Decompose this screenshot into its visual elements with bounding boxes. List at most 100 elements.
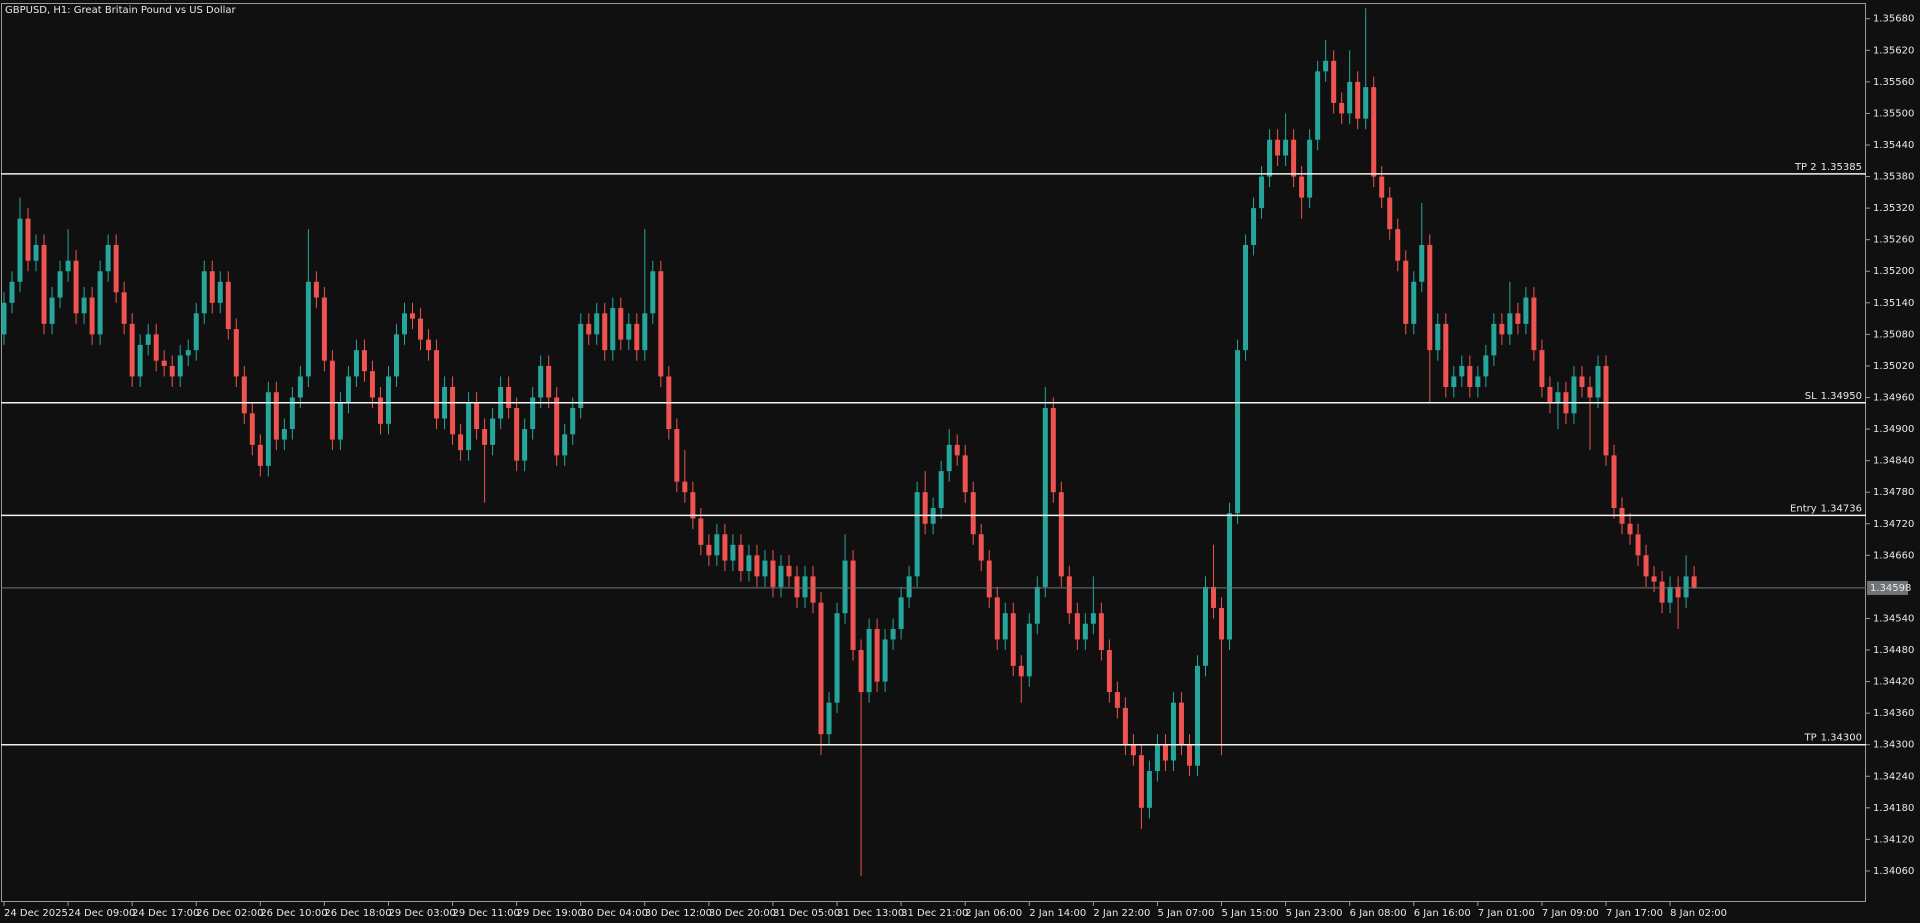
candle-body (1211, 586, 1217, 608)
candle-body (1387, 197, 1393, 230)
candle-body (434, 350, 440, 419)
candle-body (642, 313, 648, 351)
candle-body (1523, 297, 1529, 324)
y-tick-label: 1.35620 (1873, 45, 1914, 56)
candle-body (145, 334, 151, 345)
candle-body (1691, 576, 1697, 588)
candle-body (1235, 350, 1241, 514)
candle-body (714, 534, 720, 556)
x-tick-label: 29 Dec 03:00 (388, 908, 455, 919)
candle-body (1427, 244, 1433, 351)
candle-body (1491, 323, 1497, 356)
candle-body (1611, 455, 1617, 508)
candle-body (1339, 102, 1345, 114)
candle-body (361, 350, 367, 372)
x-tick-label: 7 Jan 17:00 (1606, 908, 1663, 919)
candle-body (874, 628, 880, 682)
candle-body (1659, 581, 1665, 603)
candle-body (273, 392, 279, 440)
candle-body (730, 544, 736, 561)
x-tick-label: 7 Jan 01:00 (1478, 908, 1535, 919)
x-tick-label: 29 Dec 11:00 (453, 908, 520, 919)
candle-body (9, 281, 15, 303)
candle-body (610, 308, 616, 351)
candle-body (770, 560, 776, 587)
candle-body (682, 481, 688, 493)
x-tick-label: 5 Jan 15:00 (1222, 908, 1279, 919)
candle-body (1595, 365, 1601, 398)
candle-body (1499, 323, 1505, 335)
candle-body (970, 492, 976, 535)
candle-body (426, 339, 432, 351)
level-name: TP (1804, 733, 1817, 744)
y-tick-label: 1.35560 (1873, 77, 1914, 88)
y-tick-label: 1.34660 (1873, 550, 1914, 561)
y-tick-label: 1.34960 (1873, 392, 1914, 403)
candle-body (289, 397, 295, 430)
candle-body (209, 271, 215, 303)
y-tick-label: 1.34180 (1873, 803, 1914, 814)
candle-body (1371, 87, 1377, 177)
x-tick-label: 8 Jan 02:00 (1670, 908, 1727, 919)
y-tick-label: 1.34900 (1873, 424, 1914, 435)
y-tick-label: 1.34720 (1873, 519, 1914, 530)
x-tick-label: 26 Dec 18:00 (324, 908, 391, 919)
candle-body (1106, 650, 1112, 693)
candle-body (121, 292, 127, 324)
candle-body (377, 397, 383, 424)
candle-body (986, 560, 992, 598)
candle-body (738, 544, 744, 572)
candle-body (1651, 576, 1657, 582)
candle-body (698, 518, 704, 545)
candle-body (458, 434, 464, 451)
y-tick-label: 1.35380 (1873, 172, 1914, 183)
level-name: Entry (1790, 503, 1817, 514)
candle-body (1066, 576, 1072, 614)
candle-body (402, 313, 407, 335)
candle-body (1395, 229, 1401, 261)
candle-body (193, 313, 199, 351)
x-tick-label: 24 Dec 2025 (4, 908, 68, 919)
candle-body (1643, 555, 1649, 577)
candle-body (594, 313, 600, 335)
x-tick-label: 30 Dec 12:00 (645, 908, 712, 919)
candle-body (634, 323, 640, 351)
candle-body (1483, 355, 1489, 377)
candle-body (554, 397, 560, 456)
plot-frame (1, 3, 1866, 902)
candle-body (1122, 707, 1128, 745)
candle-body (530, 397, 536, 430)
y-tick-label: 1.35500 (1873, 108, 1914, 119)
candle-body (898, 597, 904, 629)
candle-body (1323, 60, 1329, 72)
candle-body (674, 429, 680, 482)
candle-body (1587, 386, 1593, 398)
level-label: SL 1.34950 (1805, 391, 1862, 402)
y-tick-label: 1.35440 (1873, 140, 1914, 151)
candle-body (1146, 771, 1152, 808)
candle-body (1363, 87, 1369, 119)
x-tick-label: 26 Dec 10:00 (260, 908, 327, 919)
candle-body (57, 271, 63, 298)
candle-body (466, 402, 472, 451)
level-name: TP 2 (1794, 162, 1817, 173)
candle-body (890, 628, 896, 640)
candle-body (105, 244, 111, 272)
y-tick-label: 1.35260 (1873, 235, 1914, 246)
candle-body (1243, 244, 1249, 351)
x-tick-label: 29 Dec 19:00 (517, 908, 584, 919)
bid-label-box (1867, 580, 1908, 595)
candle-body (329, 360, 335, 440)
y-tick-label: 1.34780 (1873, 487, 1914, 498)
candle-body (786, 565, 792, 577)
candle-body (1355, 81, 1361, 119)
candle-body (1403, 260, 1409, 324)
x-tick-label: 26 Dec 02:00 (196, 908, 263, 919)
candle-body (1130, 744, 1136, 756)
candle-body (1347, 81, 1353, 114)
candle-body (842, 560, 848, 614)
candle-body (450, 386, 456, 435)
candle-body (922, 492, 928, 524)
y-tick-label: 1.34240 (1873, 771, 1914, 782)
candle-body (418, 318, 424, 340)
